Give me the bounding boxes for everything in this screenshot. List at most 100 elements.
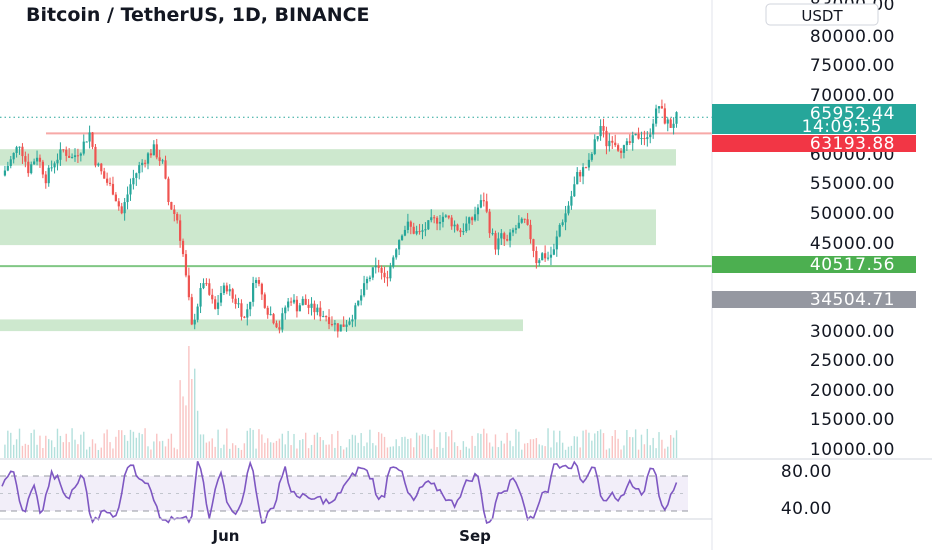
candle[interactable] xyxy=(584,167,588,169)
candle[interactable] xyxy=(634,133,637,136)
candle[interactable] xyxy=(646,137,649,140)
candle[interactable] xyxy=(278,327,281,330)
candle[interactable] xyxy=(199,288,202,307)
candle[interactable] xyxy=(138,165,141,174)
candle[interactable] xyxy=(287,301,290,308)
candle[interactable] xyxy=(441,216,445,222)
candle[interactable] xyxy=(465,223,468,232)
candle[interactable] xyxy=(608,140,611,147)
candle[interactable] xyxy=(360,295,363,301)
candle[interactable] xyxy=(631,135,634,143)
candle[interactable] xyxy=(596,136,599,140)
candle[interactable] xyxy=(117,201,120,207)
candle[interactable] xyxy=(488,211,491,234)
candle[interactable] xyxy=(351,319,354,322)
candle[interactable] xyxy=(570,196,573,206)
rsi-line[interactable] xyxy=(1,460,678,524)
candle[interactable] xyxy=(205,283,208,285)
candle[interactable] xyxy=(53,163,56,168)
candle[interactable] xyxy=(652,123,655,135)
candle[interactable] xyxy=(605,130,608,147)
candle[interactable] xyxy=(520,218,523,223)
candle[interactable] xyxy=(211,294,214,300)
candle[interactable] xyxy=(617,145,620,151)
candle[interactable] xyxy=(640,138,643,140)
candle[interactable] xyxy=(266,307,269,315)
candle[interactable] xyxy=(602,126,605,131)
candle[interactable] xyxy=(260,283,263,295)
candle[interactable] xyxy=(450,217,453,227)
candle[interactable] xyxy=(453,224,456,227)
candle[interactable] xyxy=(190,297,193,325)
candle[interactable] xyxy=(660,106,664,109)
candle[interactable] xyxy=(532,239,535,251)
candle[interactable] xyxy=(435,217,439,224)
candle[interactable] xyxy=(529,224,532,240)
candle[interactable] xyxy=(193,319,196,325)
candle[interactable] xyxy=(70,157,74,159)
candle[interactable] xyxy=(514,228,518,230)
candle[interactable] xyxy=(342,324,345,327)
candle[interactable] xyxy=(368,277,372,279)
candle[interactable] xyxy=(459,230,462,233)
candle[interactable] xyxy=(132,177,135,185)
candle[interactable] xyxy=(614,142,617,146)
candle[interactable] xyxy=(418,231,421,233)
demand-zone-upper[interactable] xyxy=(0,149,676,166)
candle[interactable] xyxy=(65,149,68,156)
candle[interactable] xyxy=(184,254,188,276)
candle[interactable] xyxy=(354,305,357,320)
candle[interactable] xyxy=(158,157,161,161)
candle[interactable] xyxy=(73,155,77,158)
candle[interactable] xyxy=(123,202,126,214)
candle[interactable] xyxy=(240,303,243,317)
candle[interactable] xyxy=(143,162,147,164)
candle[interactable] xyxy=(41,161,44,175)
candle[interactable] xyxy=(517,222,520,229)
candle[interactable] xyxy=(202,283,205,289)
candle[interactable] xyxy=(476,207,480,215)
candle[interactable] xyxy=(345,324,348,327)
candle[interactable] xyxy=(146,153,150,164)
candle[interactable] xyxy=(552,249,555,255)
candle[interactable] xyxy=(298,305,301,312)
candle[interactable] xyxy=(284,307,287,314)
candle[interactable] xyxy=(389,266,392,279)
candle[interactable] xyxy=(222,285,226,294)
candle[interactable] xyxy=(398,240,401,250)
rsi-pane[interactable] xyxy=(0,460,688,524)
time-axis[interactable]: Jun Sep xyxy=(212,527,492,545)
candle[interactable] xyxy=(3,170,7,176)
candle[interactable] xyxy=(339,324,342,332)
demand-zone-middle[interactable] xyxy=(0,209,656,246)
candle[interactable] xyxy=(666,119,669,124)
candle[interactable] xyxy=(167,178,170,202)
candle[interactable] xyxy=(383,272,386,278)
candle[interactable] xyxy=(611,140,614,143)
candle[interactable] xyxy=(263,294,266,308)
candle[interactable] xyxy=(319,307,322,317)
candle[interactable] xyxy=(412,226,415,234)
candle[interactable] xyxy=(295,299,299,312)
candle[interactable] xyxy=(9,159,12,166)
candle[interactable] xyxy=(30,164,33,174)
candle[interactable] xyxy=(462,231,465,233)
candle[interactable] xyxy=(406,221,409,230)
candle[interactable] xyxy=(628,141,631,143)
candle[interactable] xyxy=(587,159,591,168)
candle[interactable] xyxy=(541,253,544,261)
candle[interactable] xyxy=(120,206,123,214)
candle[interactable] xyxy=(129,184,132,195)
candle[interactable] xyxy=(581,167,585,177)
candle[interactable] xyxy=(170,201,173,210)
candle[interactable] xyxy=(403,229,407,236)
candle[interactable] xyxy=(424,229,427,231)
candle[interactable] xyxy=(21,146,24,157)
candle[interactable] xyxy=(149,153,153,156)
candle[interactable] xyxy=(79,153,82,156)
candle[interactable] xyxy=(161,160,164,162)
candle[interactable] xyxy=(27,161,30,174)
candle[interactable] xyxy=(97,163,100,166)
candle[interactable] xyxy=(497,238,500,250)
candle[interactable] xyxy=(482,200,485,202)
